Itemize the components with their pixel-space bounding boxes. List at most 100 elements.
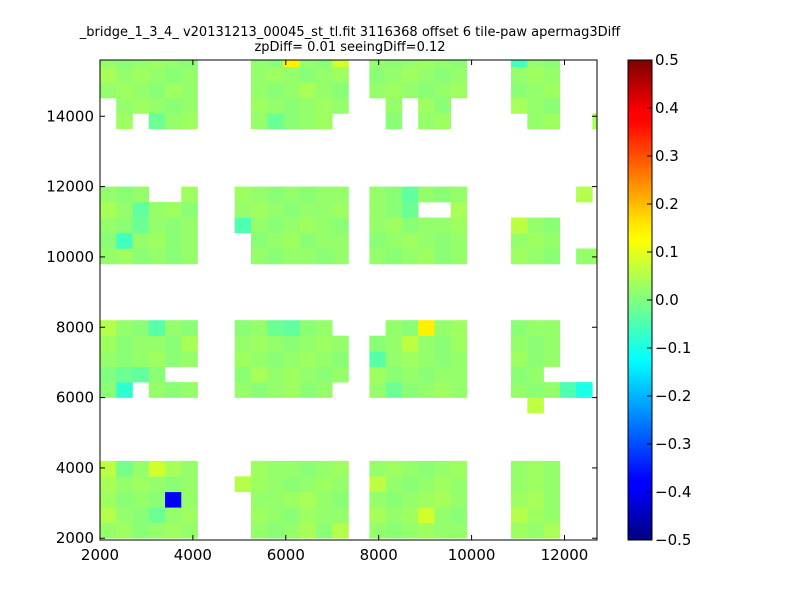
heatmap-cell (511, 335, 528, 352)
heatmap-cell (385, 351, 403, 367)
heatmap-cell (434, 335, 451, 352)
heatmap-cell (511, 320, 528, 336)
heatmap-cell (250, 460, 268, 477)
heatmap-cell (315, 366, 333, 383)
heatmap-cell (543, 507, 561, 524)
heatmap-cell (332, 97, 349, 114)
heatmap-cell (385, 476, 403, 493)
heatmap-cell (543, 82, 561, 99)
heatmap-cell (315, 491, 333, 508)
heatmap-cell (165, 522, 182, 539)
heatmap-cell (450, 382, 468, 398)
heatmap-cell (543, 460, 561, 477)
heatmap-cell (450, 366, 468, 383)
heatmap-cell (267, 491, 284, 508)
heatmap-cell (181, 491, 198, 508)
heatmap-cell (181, 82, 198, 99)
colorbar-tick-label: −0.4 (655, 483, 691, 501)
heatmap-cell (299, 320, 317, 336)
heatmap-cell (315, 320, 333, 336)
y-tick-label: 12000 (46, 178, 94, 196)
heatmap-cell (434, 366, 451, 383)
colorbar-tick-label: 0.0 (655, 291, 679, 309)
heatmap-cell (511, 476, 528, 493)
heatmap-cell (401, 491, 419, 508)
heatmap-cell (132, 476, 150, 493)
heatmap-cell (369, 366, 386, 383)
heatmap-cell (250, 382, 268, 398)
heatmap-cell (450, 82, 468, 99)
heatmap-cell (165, 507, 182, 524)
heatmap-cell (511, 82, 528, 99)
heatmap-cell (181, 476, 198, 493)
heatmap-cell (450, 186, 468, 203)
heatmap-cell (418, 382, 435, 398)
heatmap-cell (434, 233, 451, 249)
heatmap-cell (527, 335, 544, 352)
heatmap-cell (132, 507, 150, 524)
heatmap-cell (250, 366, 268, 383)
heatmap-cell (434, 507, 451, 524)
heatmap-cell (267, 460, 284, 477)
heatmap-cell (165, 97, 182, 114)
heatmap-cell (315, 113, 333, 130)
heatmap-cell (148, 351, 166, 367)
heatmap-cell (332, 366, 349, 383)
heatmap-cell (369, 522, 386, 539)
heatmap-cell (234, 476, 252, 493)
heatmap-cell (100, 217, 117, 234)
heatmap-cell (299, 522, 317, 539)
heatmap-cell (250, 476, 268, 493)
heatmap-cell (100, 491, 117, 508)
heatmap-cell (543, 233, 561, 249)
heatmap-cell (165, 67, 182, 83)
heatmap-cell (511, 351, 528, 367)
x-tick-label: 4000 (174, 546, 212, 564)
heatmap-cell (369, 476, 386, 493)
heatmap-cell (385, 233, 403, 249)
heatmap-cell (181, 522, 198, 539)
heatmap-cell (434, 186, 451, 203)
heatmap-cell (450, 476, 468, 493)
heatmap-cell (527, 491, 544, 508)
heatmap-cell (511, 233, 528, 249)
heatmap-cell (527, 522, 544, 539)
heatmap-cell (116, 60, 133, 68)
heatmap-cell (283, 522, 301, 539)
heatmap-cell (299, 67, 317, 83)
heatmap-cell (299, 217, 317, 234)
colorbar-tick-label: −0.1 (655, 339, 691, 357)
heatmap-cell (511, 248, 528, 265)
colorbar-tick-label: 0.5 (655, 51, 679, 69)
heatmap-cell (116, 67, 133, 83)
heatmap-cell (148, 491, 166, 508)
heatmap-cell (267, 351, 284, 367)
x-tick-label: 10000 (448, 546, 496, 564)
heatmap-cell (576, 382, 593, 398)
heatmap-cell (369, 491, 386, 508)
heatmap-cell (527, 476, 544, 493)
heatmap-cell (132, 82, 150, 99)
heatmap-cell (283, 507, 301, 524)
heatmap-cell (267, 97, 284, 114)
heatmap-cell (527, 351, 544, 367)
heatmap-cell (267, 202, 284, 218)
heatmap-cell (165, 233, 182, 249)
heatmap-cell (543, 491, 561, 508)
plot-frame (99, 59, 598, 541)
colorbar-tick-label: −0.2 (655, 387, 691, 405)
heatmap-cell (543, 113, 561, 130)
heatmap-cell (418, 320, 435, 336)
heatmap-cell (401, 217, 419, 234)
heatmap-cell (592, 113, 597, 130)
x-tick-label: 2000 (81, 546, 119, 564)
heatmap-cell (100, 233, 117, 249)
heatmap-cell (299, 382, 317, 398)
heatmap-cell (385, 522, 403, 539)
heatmap-cell (148, 113, 166, 130)
heatmap-cell (332, 507, 349, 524)
heatmap-cell (527, 248, 544, 265)
heatmap-cell (250, 67, 268, 83)
heatmap-cell (100, 60, 117, 68)
heatmap-cell (181, 335, 198, 352)
